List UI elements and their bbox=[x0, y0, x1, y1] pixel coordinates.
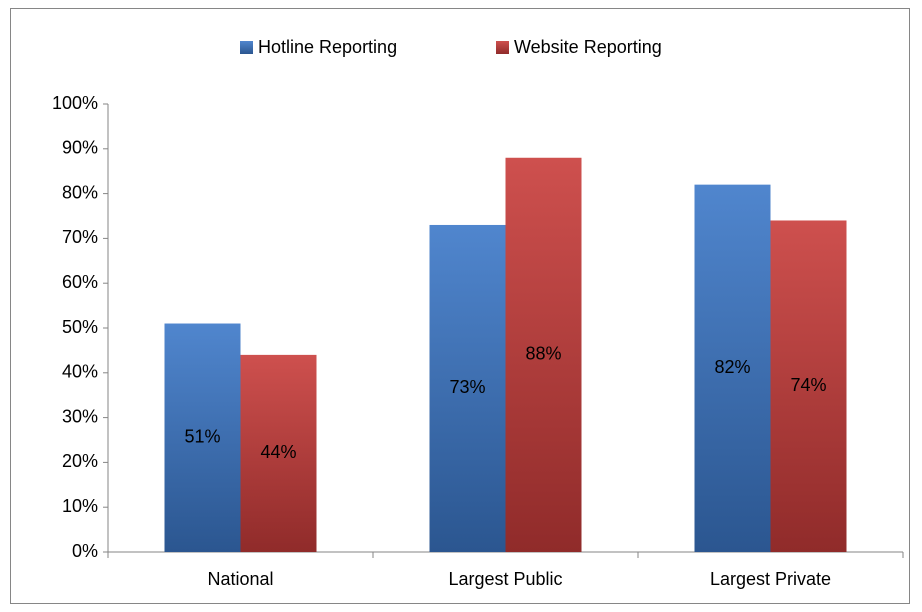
x-tick-label: Largest Public bbox=[448, 569, 562, 589]
data-label: 44% bbox=[260, 442, 296, 462]
y-tick-label: 10% bbox=[62, 496, 98, 516]
legend-label: Website Reporting bbox=[514, 37, 662, 57]
y-tick-label: 70% bbox=[62, 227, 98, 247]
y-tick-label: 40% bbox=[62, 362, 98, 382]
legend-swatch bbox=[240, 41, 253, 54]
bar bbox=[694, 184, 771, 552]
bar bbox=[770, 220, 847, 553]
legend-label: Hotline Reporting bbox=[258, 37, 397, 57]
bar bbox=[164, 323, 241, 552]
y-tick-label: 30% bbox=[62, 406, 98, 426]
y-tick-label: 100% bbox=[52, 93, 98, 113]
bar bbox=[240, 354, 317, 552]
data-label: 82% bbox=[714, 357, 750, 377]
bar bbox=[429, 224, 506, 552]
y-tick-label: 50% bbox=[62, 317, 98, 337]
data-label: 74% bbox=[790, 375, 826, 395]
x-tick-label: National bbox=[207, 569, 273, 589]
y-tick-label: 60% bbox=[62, 272, 98, 292]
y-tick-label: 0% bbox=[72, 541, 98, 561]
data-label: 51% bbox=[184, 427, 220, 447]
legend-swatch bbox=[496, 41, 509, 54]
data-label: 88% bbox=[525, 344, 561, 364]
y-tick-label: 80% bbox=[62, 182, 98, 202]
data-label: 73% bbox=[449, 377, 485, 397]
bar bbox=[505, 157, 582, 552]
y-tick-label: 90% bbox=[62, 138, 98, 158]
y-tick-label: 20% bbox=[62, 451, 98, 471]
x-tick-label: Largest Private bbox=[710, 569, 831, 589]
